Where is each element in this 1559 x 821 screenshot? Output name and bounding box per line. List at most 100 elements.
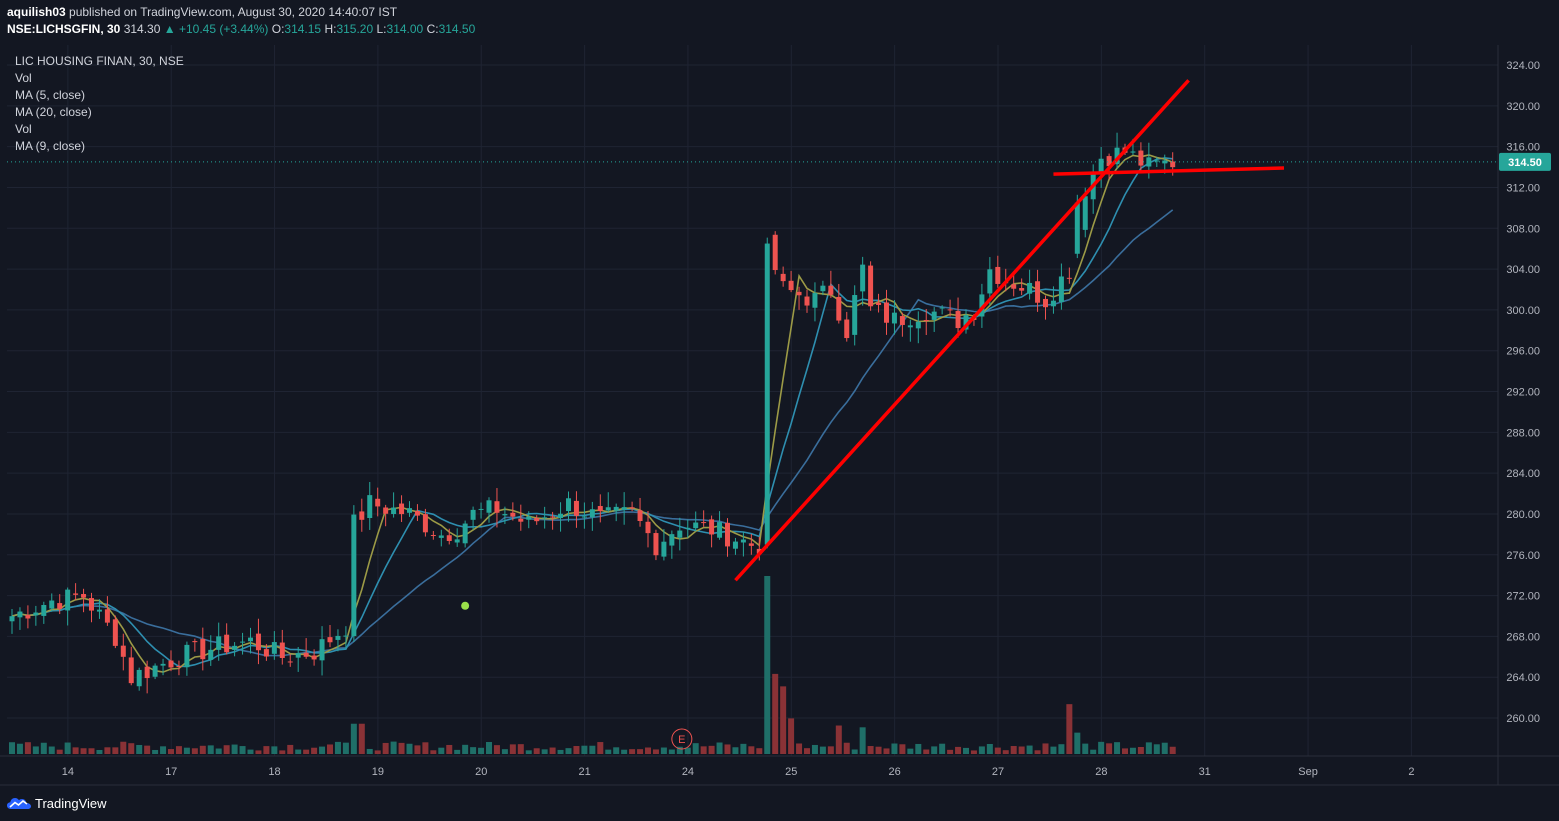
volume-bar xyxy=(311,747,318,754)
volume-bar xyxy=(732,747,739,754)
candle-body xyxy=(518,518,524,522)
candle-body xyxy=(931,311,937,320)
legend-item-vol-2[interactable]: Vol xyxy=(15,122,32,136)
volume-bar xyxy=(756,748,763,754)
volume-bar xyxy=(1122,748,1128,754)
candle-body xyxy=(788,280,794,291)
candle-body xyxy=(112,619,118,646)
volume-bar xyxy=(827,746,834,754)
volume-bar xyxy=(1058,744,1065,754)
low-value: 314.00 xyxy=(386,22,424,36)
volume-bar xyxy=(875,746,882,754)
candle-body xyxy=(57,603,63,609)
candle-body xyxy=(81,594,87,598)
candle-body xyxy=(987,269,993,294)
y-tick-label: 316.00 xyxy=(1506,142,1540,154)
volume-bar xyxy=(660,747,667,754)
candle-body xyxy=(1154,160,1160,162)
candle-body xyxy=(1035,281,1041,303)
tradingview-cloud-icon xyxy=(7,798,31,809)
volume-bar xyxy=(692,743,699,754)
volume-bar xyxy=(374,750,381,754)
volume-bar xyxy=(406,743,413,754)
candle-body xyxy=(637,510,643,521)
volume-bar xyxy=(1169,746,1176,754)
x-tick-label: 17 xyxy=(165,766,177,778)
volume-bar xyxy=(835,725,842,754)
candle-body xyxy=(216,636,222,650)
volume-bar xyxy=(970,750,977,754)
candle-body xyxy=(335,635,341,640)
volume-bar xyxy=(907,748,914,754)
y-tick-label: 304.00 xyxy=(1506,264,1540,276)
volume-bar xyxy=(565,748,572,754)
candle-body xyxy=(96,609,102,612)
candle-body xyxy=(1114,147,1120,165)
candle-body xyxy=(351,514,357,637)
volume-bar xyxy=(891,743,898,754)
volume-bar xyxy=(1026,745,1033,754)
volume-bar xyxy=(1090,749,1097,754)
volume-bar xyxy=(533,748,540,754)
symbol-name[interactable]: NSE:LICHSGFIN, 30 xyxy=(7,22,121,36)
candle-body xyxy=(192,641,198,643)
volume-bar xyxy=(470,747,477,754)
candle-body xyxy=(573,500,579,516)
legend-item-vol[interactable]: Vol xyxy=(15,71,32,85)
candle-body xyxy=(89,598,94,611)
volume-bar xyxy=(120,741,127,754)
volume-bar xyxy=(764,576,771,754)
volume-bar xyxy=(915,743,922,754)
candle-body xyxy=(486,500,492,513)
volume-bar xyxy=(72,747,79,754)
candle-body xyxy=(1058,276,1064,303)
legend-item-ma9[interactable]: MA (9, close) xyxy=(15,139,86,153)
trendline[interactable] xyxy=(1053,166,1285,176)
legend-title[interactable]: LIC HOUSING FINAN, 30, NSE xyxy=(15,54,184,68)
candle-body xyxy=(955,311,961,329)
candle-body xyxy=(534,518,540,522)
candle-body xyxy=(725,522,730,547)
earnings-marker-icon[interactable] xyxy=(671,728,693,750)
candle-body xyxy=(1050,300,1056,307)
candle-body xyxy=(701,522,707,524)
volume-bar xyxy=(438,747,445,754)
legend-item-ma20[interactable]: MA (20, close) xyxy=(15,105,92,119)
candle-body xyxy=(383,507,389,514)
candle-body xyxy=(470,509,476,520)
trendline[interactable] xyxy=(734,79,1190,582)
candle-body xyxy=(25,614,31,619)
volume-bar xyxy=(986,743,993,754)
volume-bar xyxy=(295,749,302,754)
candle-body xyxy=(939,307,945,309)
candle-body xyxy=(136,669,142,687)
volume-bar xyxy=(327,744,333,754)
candle-body xyxy=(407,508,412,513)
volume-bar xyxy=(939,743,946,754)
candle-body xyxy=(462,523,468,544)
candle-body xyxy=(263,649,269,657)
candle-body xyxy=(566,498,571,512)
volume-bar xyxy=(398,742,405,754)
volume-bar xyxy=(319,746,326,754)
publisher-name[interactable]: aquilish03 xyxy=(7,5,66,19)
tradingview-logo[interactable]: TradingView xyxy=(7,794,107,812)
candle-body xyxy=(717,522,723,538)
legend-item-ma5[interactable]: MA (5, close) xyxy=(15,88,86,102)
candle-body xyxy=(820,285,826,292)
volume-bar xyxy=(390,741,397,754)
volume-bar xyxy=(899,744,906,754)
volume-bar xyxy=(430,750,437,754)
x-tick-label: 26 xyxy=(889,766,901,778)
candle-body xyxy=(1106,156,1112,167)
x-tick-label: 2 xyxy=(1408,766,1414,778)
candle-body xyxy=(852,295,858,335)
earnings-marker-label: E xyxy=(678,734,685,746)
volume-bar xyxy=(748,746,755,754)
low-label: L: xyxy=(376,22,387,36)
volume-bar xyxy=(676,746,683,754)
indicator-legend: LIC HOUSING FINAN, 30, NSE Vol MA (5, cl… xyxy=(15,53,184,155)
candle-body xyxy=(1027,282,1033,294)
volume-bar xyxy=(931,746,938,754)
